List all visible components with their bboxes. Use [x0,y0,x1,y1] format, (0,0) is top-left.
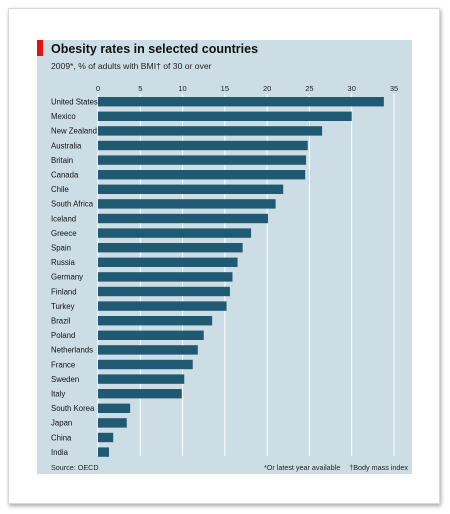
footnotes: *Or latest year available †Body mass inde… [250,463,408,472]
bar [98,286,230,297]
category-label: Mexico [51,112,76,121]
bar [98,213,268,224]
bar [98,345,198,355]
category-label: Poland [51,331,75,340]
category-label: New Zealand [51,127,97,136]
category-label: Germany [51,273,83,282]
bar [98,447,109,457]
bar [98,389,182,399]
bar [98,316,213,326]
category-label: Turkey [51,302,75,311]
bar [98,359,193,370]
x-tick-label: 15 [221,84,229,93]
x-tick-label: 5 [138,84,142,93]
x-tick-label: 20 [263,84,271,93]
bar [98,374,185,384]
bar [98,97,384,107]
bar [98,403,131,413]
x-tick-label: 25 [305,84,313,93]
category-label: Greece [51,229,77,238]
category-label: United States [51,98,98,107]
category-label: Australia [51,141,82,150]
footnote-bmi: †Body mass index [349,463,408,472]
bar [98,199,276,209]
brand-tab [37,40,43,56]
source-note: Source: OECD [51,463,99,472]
bar [98,272,233,282]
category-label: Britain [51,156,73,165]
category-label: Sweden [51,375,79,384]
bar [98,243,243,253]
category-label: Finland [51,287,77,296]
chart-subtitle: 2009*, % of adults with BMI† of 30 or ov… [51,61,212,71]
bar [98,170,306,180]
category-label: Italy [51,390,65,399]
bar [98,140,308,151]
bar [98,432,114,443]
category-label: Japan [51,419,72,428]
category-label: Canada [51,171,79,180]
bar-chart: 0 5 10 15 20 25 30 35 United States Mexico New Zea… [51,84,398,457]
category-label: Netherlands [51,346,93,355]
bar [98,301,227,311]
category-label: France [51,360,75,369]
bar [98,418,127,428]
category-label: Chile [51,185,69,194]
x-tick-label: 0 [96,84,100,93]
category-label: South Africa [51,200,94,209]
x-tick-label: 30 [348,84,356,93]
bar [98,228,252,238]
category-label: South Korea [51,404,95,413]
category-label: India [51,448,69,457]
chart-title: Obesity rates in selected countries [51,42,259,56]
category-label: Brazil [51,317,71,326]
bar [98,155,307,165]
category-label: China [51,433,72,442]
bar [98,126,323,136]
category-label: Iceland [51,214,76,223]
bar [98,111,352,121]
category-label: Russia [51,258,75,267]
x-tick-label: 35 [390,84,398,93]
footnote-year: *Or latest year available [263,463,341,472]
bar [98,330,204,340]
bar [98,257,238,267]
x-tick-label: 10 [178,84,186,93]
category-label: Spain [51,244,71,253]
bar [98,184,284,194]
